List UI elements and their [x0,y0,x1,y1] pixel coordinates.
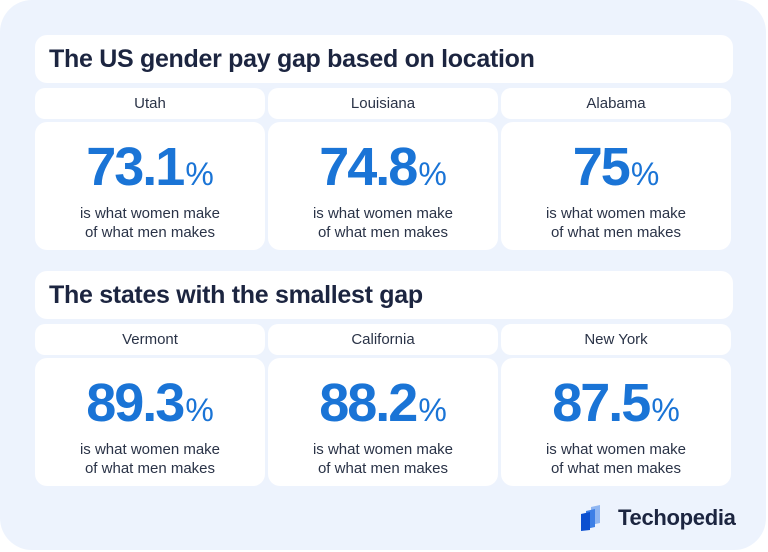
state-label: California [268,324,498,355]
stat-card: 89.3% is what women make of what men mak… [35,358,265,486]
section-title: The states with the smallest gap [35,271,733,319]
section-title: The US gender pay gap based on location [35,35,733,83]
value-number: 87.5 [552,373,651,433]
value-number: 88.2 [319,373,418,433]
description-line-1: is what women make [79,205,221,222]
percent-sign: % [418,392,447,428]
percent-sign: % [630,156,660,192]
state-label: Alabama [501,88,731,119]
stat-card: 74.8% is what women make of what men mak… [268,122,498,250]
percentage-value: 89.3% [35,374,265,432]
percent-sign: % [185,392,214,428]
description-line-2: of what men makes [317,224,449,241]
description-line-1: is what women make [312,205,454,222]
value-number: 75 [572,137,631,197]
percentage-value: 75% [501,138,731,196]
state-label: New York [501,324,731,355]
percent-sign: % [185,156,214,192]
percentage-value: 87.5% [501,374,731,432]
description-line-2: of what men makes [317,460,449,477]
percent-sign: % [418,156,447,192]
techopedia-logo-icon [581,505,600,531]
description-line-1: is what women make [545,205,687,222]
brand-name: Techopedia [618,505,736,530]
stat-card: 87.5% is what women make of what men mak… [501,358,731,486]
description-line-2: of what men makes [550,224,682,241]
stat-card: 75% is what women make of what men makes [501,122,731,250]
description-line-1: is what women make [79,441,221,458]
description-line-1: is what women make [312,441,454,458]
state-label: Utah [35,88,265,119]
value-number: 74.8 [319,137,418,197]
value-number: 89.3 [86,373,185,433]
stat-card: 88.2% is what women make of what men mak… [268,358,498,486]
description-line-2: of what men makes [550,460,682,477]
description-line-2: of what men makes [84,460,216,477]
value-number: 73.1 [86,137,185,197]
percentage-value: 73.1% [35,138,265,196]
description-line-2: of what men makes [84,224,216,241]
percent-sign: % [651,392,680,428]
description-line-1: is what women make [545,441,687,458]
percentage-value: 88.2% [268,374,498,432]
stat-card: 73.1% is what women make of what men mak… [35,122,265,250]
techopedia-logo: Techopedia [580,505,736,531]
percentage-value: 74.8% [268,138,498,196]
state-label: Louisiana [268,88,498,119]
state-label: Vermont [35,324,265,355]
